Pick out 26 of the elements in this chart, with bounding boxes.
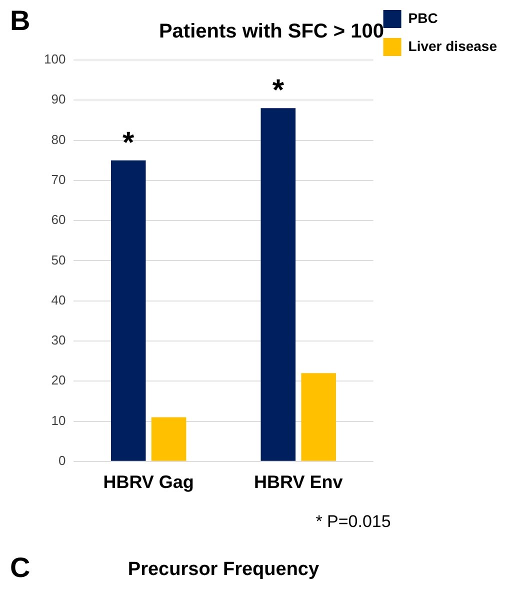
legend-label: Liver disease <box>408 38 498 54</box>
text: Precursor Frequency <box>128 559 320 580</box>
y-tick-label: 70 <box>51 172 66 187</box>
bar <box>110 160 146 461</box>
bar <box>260 108 296 461</box>
bar <box>151 417 186 461</box>
y-tick-label: 40 <box>51 292 66 308</box>
annotation: * <box>122 126 135 160</box>
annotation: * <box>272 74 284 108</box>
text: B <box>10 5 30 36</box>
x-tick-label: HBRV Gag <box>103 472 194 492</box>
y-tick-label: 20 <box>51 372 66 388</box>
y-tick-label: 10 <box>51 412 66 428</box>
bar <box>301 373 336 461</box>
y-tick-label: 0 <box>58 452 66 468</box>
x-tick-label: HBRV Env <box>254 472 343 492</box>
y-tick-label: 50 <box>51 252 66 268</box>
y-tick-label: 100 <box>44 52 66 67</box>
y-tick-label: 30 <box>51 332 66 348</box>
y-tick-label: 90 <box>51 92 66 107</box>
text: C <box>10 552 30 583</box>
chart-title: Patients with SFC > 100 <box>158 20 384 43</box>
y-tick-label: 60 <box>51 212 66 228</box>
legend-label: PBC <box>408 10 438 26</box>
text: * P=0.015 <box>316 512 391 531</box>
y-tick-label: 80 <box>51 132 66 147</box>
